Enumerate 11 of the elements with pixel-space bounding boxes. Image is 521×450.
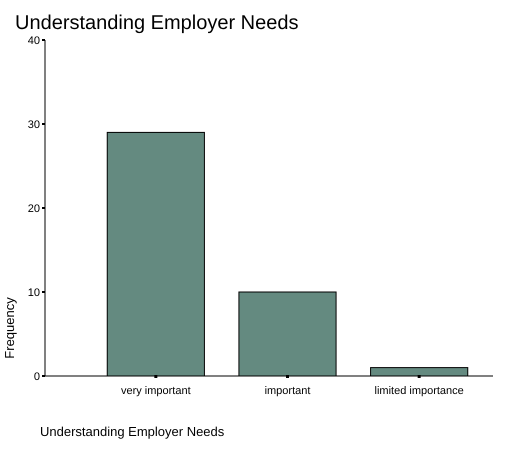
y-tick-label: 30: [28, 118, 40, 131]
y-tick-label: 40: [28, 34, 40, 47]
x-tick-label: very important: [120, 385, 191, 397]
y-tick-label: 20: [28, 202, 40, 215]
x-axis-title: Understanding Employer Needs: [40, 424, 225, 439]
x-tick-label: important: [264, 385, 310, 397]
y-axis-title: Frequency: [2, 296, 17, 359]
chart-title: Understanding Employer Needs: [15, 12, 298, 34]
y-tick-label: 0: [34, 370, 40, 383]
y-tick-label: 10: [28, 286, 40, 299]
x-tick-label: limited importance: [374, 385, 464, 397]
